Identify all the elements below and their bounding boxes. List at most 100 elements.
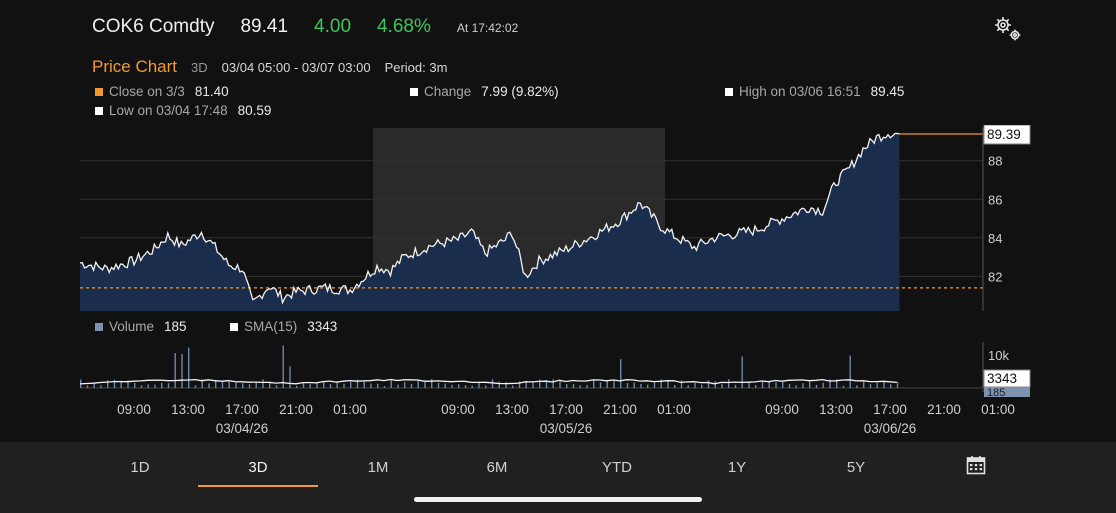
volume-bar bbox=[552, 379, 554, 388]
volume-bar bbox=[734, 384, 737, 388]
volume-bar bbox=[255, 381, 257, 388]
volume-bar bbox=[714, 381, 716, 388]
period-tab-1m[interactable]: 1M bbox=[367, 459, 389, 476]
active-tab-indicator bbox=[198, 485, 318, 487]
home-indicator bbox=[414, 497, 702, 502]
volume-bar bbox=[755, 385, 757, 388]
price-axis-tick-88: 88 bbox=[988, 154, 1002, 169]
volume-bar bbox=[795, 385, 797, 388]
legend-high-value: 89.45 bbox=[870, 84, 905, 99]
legend-volume-swatch bbox=[95, 322, 103, 331]
volume-bar bbox=[356, 379, 359, 388]
volume-bar bbox=[836, 379, 838, 388]
price-line bbox=[80, 132, 900, 305]
period-tab-1d[interactable]: 1D bbox=[130, 459, 150, 476]
legend-low-value: 80.59 bbox=[237, 103, 272, 118]
legend-change-value: 7.99 (9.82%) bbox=[481, 84, 559, 99]
volume-bar bbox=[363, 381, 365, 388]
volume-bar bbox=[140, 385, 143, 388]
price-chart[interactable]: 82 84 86 88 89.39 bbox=[80, 125, 1116, 315]
period-tab-3d[interactable]: 3D bbox=[248, 459, 268, 476]
volume-bar bbox=[566, 384, 568, 388]
volume-bar bbox=[181, 354, 183, 388]
volume-bar bbox=[896, 381, 899, 388]
time-axis-tick: 09:00 bbox=[765, 402, 799, 417]
time-axis-tick: 17:00 bbox=[873, 402, 907, 417]
price-axis-ticks: 82 84 86 88 bbox=[988, 154, 1002, 285]
volume-chart[interactable]: 10k 185 3343 bbox=[80, 342, 1116, 400]
volume-bar bbox=[100, 385, 102, 388]
volume-bar bbox=[424, 381, 426, 388]
date-axis-labels: 03/04/26 03/05/26 03/06/26 bbox=[216, 421, 917, 436]
time-axis-tick: 01:00 bbox=[333, 402, 367, 417]
volume-bar bbox=[633, 382, 635, 388]
legend-close: Close on 3/3 81.40 bbox=[95, 84, 229, 99]
time-axis-tick: 01:00 bbox=[657, 402, 691, 417]
chart-header: Price Chart 3D 03/04 05:00 - 03/07 03:00… bbox=[92, 57, 447, 77]
volume-bar bbox=[579, 385, 581, 388]
chart-title: Price Chart bbox=[92, 57, 178, 76]
volume-bar bbox=[748, 382, 750, 388]
volume-bar bbox=[829, 379, 831, 388]
period-tab-6m[interactable]: 6M bbox=[486, 459, 508, 476]
volume-bar bbox=[404, 382, 406, 388]
period-label: Period: 3m bbox=[384, 60, 448, 75]
volume-bar bbox=[113, 379, 116, 388]
volume-bar bbox=[329, 383, 332, 388]
legend-change: Change 7.99 (9.82%) bbox=[410, 84, 559, 99]
volume-bar bbox=[768, 381, 770, 388]
volume-bar bbox=[653, 381, 656, 388]
sma-value-tag bbox=[983, 369, 1031, 388]
time-axis-tick: 17:00 bbox=[549, 402, 583, 417]
volume-axis-tick-10k: 10k bbox=[988, 348, 1009, 363]
volume-bar bbox=[687, 385, 689, 388]
volume-bar bbox=[431, 379, 433, 388]
volume-bar bbox=[161, 382, 163, 388]
volume-bar bbox=[559, 381, 561, 388]
legend-volume: Volume 185 bbox=[95, 319, 187, 334]
quote-header: COK6 Comdty 89.41 4.00 4.68% At 17:42:02 bbox=[92, 16, 518, 42]
time-axis-tick: 13:00 bbox=[819, 402, 853, 417]
period-tab-ytd[interactable]: YTD bbox=[602, 459, 632, 476]
volume-bar bbox=[208, 383, 210, 388]
range-label: 3D bbox=[191, 60, 208, 75]
volume-bar bbox=[167, 383, 170, 388]
volume-bar bbox=[620, 359, 622, 388]
volume-bar bbox=[626, 383, 629, 388]
volume-bar bbox=[721, 384, 723, 388]
volume-bar bbox=[188, 347, 190, 388]
volume-bar bbox=[262, 379, 264, 388]
legend-low-label: Low on 03/04 17:48 bbox=[109, 103, 228, 118]
gear-icon[interactable] bbox=[992, 14, 1024, 44]
volume-bar bbox=[741, 356, 743, 388]
legend-high-swatch bbox=[725, 87, 733, 96]
legend-close-value: 81.40 bbox=[194, 84, 229, 99]
volume-bar bbox=[215, 379, 217, 388]
period-tab-1y[interactable]: 1Y bbox=[727, 459, 747, 476]
volume-bar bbox=[728, 379, 730, 388]
volume-bar bbox=[498, 381, 500, 388]
volume-bar bbox=[782, 382, 784, 388]
volume-value-tag-label: 185 bbox=[987, 387, 1005, 399]
volume-bar bbox=[221, 380, 224, 388]
volume-bar bbox=[309, 384, 311, 388]
volume-bar bbox=[525, 381, 527, 388]
volume-bar bbox=[775, 382, 777, 388]
volume-bar bbox=[323, 381, 325, 388]
volume-bar bbox=[174, 353, 176, 388]
volume-bar bbox=[478, 381, 480, 388]
legend-volume-label: Volume bbox=[109, 319, 155, 334]
volume-bar bbox=[86, 385, 89, 388]
volume-bar bbox=[822, 382, 824, 388]
volume-bar bbox=[316, 382, 318, 388]
calendar-icon[interactable] bbox=[966, 455, 986, 475]
volume-bars bbox=[80, 345, 899, 388]
volume-bar bbox=[505, 382, 507, 388]
volume-bar bbox=[532, 381, 534, 388]
volume-bar bbox=[599, 382, 602, 388]
time-axis-tick: 01:00 bbox=[981, 402, 1015, 417]
legend-close-label: Close on 3/3 bbox=[109, 84, 185, 99]
time-axis-tick: 09:00 bbox=[117, 402, 151, 417]
period-tab-5y[interactable]: 5Y bbox=[846, 459, 866, 476]
volume-bar bbox=[471, 385, 473, 388]
